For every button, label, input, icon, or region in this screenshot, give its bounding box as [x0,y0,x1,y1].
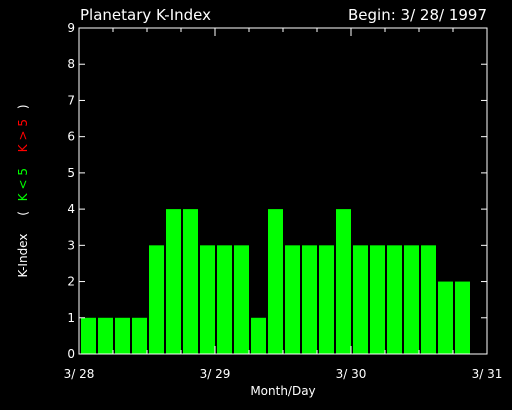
bar [421,245,436,354]
x-tick-label: 3/ 31 [472,367,503,381]
x-tick-label: 3/ 29 [200,367,231,381]
legend-open-paren: ( [16,211,30,216]
y-tick-label: 9 [67,21,75,35]
bar [404,245,419,354]
y-tick-label: 7 [67,93,75,107]
legend-high-label: K > 5 [16,119,30,152]
bar [302,245,317,354]
legend-low-label: K < 5 [16,168,30,201]
y-tick-label: 3 [67,238,75,252]
begin-date-label: Begin: 3/ 28/ 1997 [348,6,487,24]
x-tick-label: 3/ 28 [64,367,95,381]
bar [115,317,130,354]
x-tick-label: 3/ 30 [336,367,367,381]
svg-text:K-Index ( K < 5: K-Index ( K < 5 K > 5 ) [16,104,30,277]
bar [336,209,351,354]
bar [234,245,249,354]
bar [81,317,96,354]
y-tick-label: 5 [67,166,75,180]
bar [149,245,164,354]
y-tick-label: 4 [67,202,75,216]
bar [98,317,113,354]
chart-title: Planetary K-Index [80,6,211,24]
bar [166,209,181,354]
bar [217,245,232,354]
bar [455,281,470,354]
y-axis-title: K-Index [16,234,30,278]
y-axis-legend: K-Index ( K < 5 K > 5 ) [16,104,30,277]
bar [370,245,385,354]
y-tick-label: 1 [67,311,75,325]
bar [132,317,147,354]
bar [251,317,266,354]
x-axis-title: Month/Day [250,384,315,398]
bar [387,245,402,354]
bar [438,281,453,354]
legend-close-paren: ) [16,104,30,109]
bar [319,245,334,354]
bar [285,245,300,354]
y-tick-label: 2 [67,275,75,289]
x-axis: 3/ 28 3/ 29 3/ 30 3/ 31 [64,28,503,381]
bar [183,209,198,354]
y-tick-label: 0 [67,347,75,361]
y-tick-label: 8 [67,57,75,71]
bar [268,209,283,354]
bar [200,245,215,354]
y-tick-label: 6 [67,130,75,144]
bar-series [81,209,470,354]
y-axis: 0 1 2 3 4 5 6 7 8 9 [67,21,487,361]
bar [353,245,368,354]
